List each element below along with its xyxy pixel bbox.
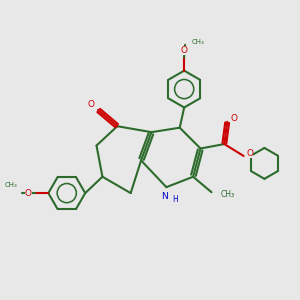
Text: O: O	[181, 46, 188, 55]
Text: O: O	[88, 100, 95, 109]
Text: O: O	[230, 114, 237, 123]
Text: CH₃: CH₃	[191, 39, 204, 45]
Text: CH₃: CH₃	[221, 190, 235, 199]
Text: O: O	[25, 189, 32, 198]
Text: N: N	[161, 192, 168, 201]
Text: H: H	[172, 195, 178, 204]
Text: CH₃: CH₃	[5, 182, 18, 188]
Text: O: O	[246, 149, 253, 158]
